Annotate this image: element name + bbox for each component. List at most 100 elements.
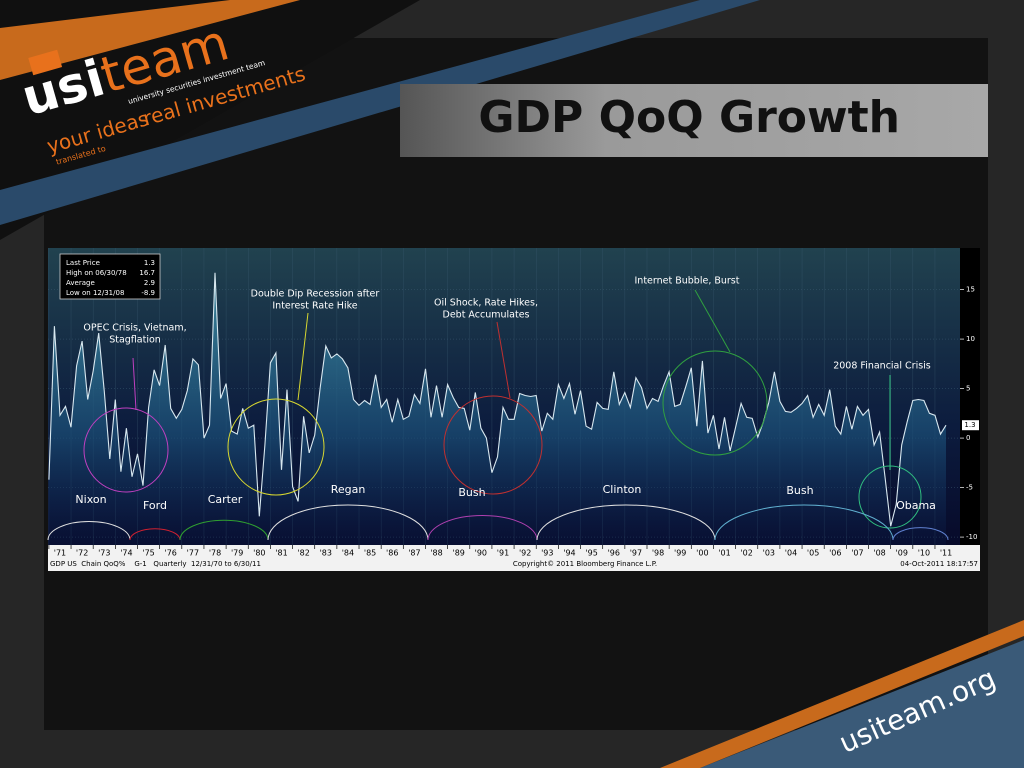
president-label: Nixon bbox=[75, 493, 106, 506]
x-tick-label: '00 bbox=[696, 549, 708, 558]
y-tick-label: 10 bbox=[966, 335, 975, 343]
term-arc bbox=[47, 521, 131, 541]
legend-box bbox=[59, 253, 161, 300]
x-tick-label: '71 bbox=[54, 549, 66, 558]
chart-copyright: Copyright© 2011 Bloomberg Finance L.P. bbox=[513, 560, 657, 568]
term-arc bbox=[427, 514, 538, 541]
x-tick-label: '08 bbox=[873, 549, 885, 558]
legend-label: Last Price bbox=[66, 259, 100, 267]
x-tick-label: '77 bbox=[187, 549, 199, 558]
orange-stripe bbox=[0, 0, 300, 80]
y-tick-label: 5 bbox=[966, 385, 970, 393]
x-tick-label: '07 bbox=[851, 549, 863, 558]
annotation-text: Internet Bubble, Burst bbox=[635, 276, 740, 287]
president-label: Bush bbox=[458, 486, 485, 499]
last-price-label: 1.3 bbox=[964, 421, 975, 429]
x-tick-label: '85 bbox=[364, 549, 376, 558]
corner-band-bottom bbox=[700, 640, 1024, 768]
x-tick-label: '94 bbox=[563, 549, 575, 558]
term-arc bbox=[892, 527, 949, 541]
x-tick-label: '11 bbox=[940, 549, 952, 558]
x-tick-label: '95 bbox=[585, 549, 597, 558]
x-tick-label: '03 bbox=[763, 549, 775, 558]
y-tick-label: 15 bbox=[966, 286, 975, 294]
x-tick-label: '73 bbox=[98, 549, 110, 558]
annotation-text: Interest Rate Hike bbox=[272, 301, 357, 312]
x-tick-label: '75 bbox=[142, 549, 154, 558]
x-tick-label: '89 bbox=[453, 549, 465, 558]
annotation-circle bbox=[662, 350, 768, 456]
annotation-circle bbox=[227, 398, 325, 496]
x-tick-label: '81 bbox=[275, 549, 287, 558]
president-label: Obama bbox=[896, 499, 936, 512]
x-tick-label: '06 bbox=[829, 549, 841, 558]
blue-stripe bbox=[0, 0, 760, 225]
y-tick-label: 0 bbox=[966, 434, 970, 442]
x-tick-label: '96 bbox=[608, 549, 620, 558]
x-tick-label: '84 bbox=[342, 549, 354, 558]
x-tick-label: '97 bbox=[630, 549, 642, 558]
x-tick-label: '05 bbox=[807, 549, 819, 558]
term-arc bbox=[179, 519, 269, 541]
term-arc bbox=[267, 504, 429, 541]
chart-timestamp: 04-Oct-2011 18:17:57 bbox=[900, 560, 978, 568]
x-tick-label: '09 bbox=[896, 549, 908, 558]
president-label: Regan bbox=[331, 483, 366, 496]
chart-footer: GDP US Chain QoQ% G-1 Quarterly 12/31/70… bbox=[50, 560, 261, 568]
legend-value: 1.3 bbox=[144, 259, 155, 267]
annotation-text: 2008 Financial Crisis bbox=[833, 361, 931, 372]
x-tick-label: '76 bbox=[165, 549, 177, 558]
x-tick-label: '79 bbox=[231, 549, 243, 558]
orange-stripe-bottom bbox=[660, 620, 1024, 768]
term-arc bbox=[536, 504, 716, 541]
x-tick-label: '93 bbox=[541, 549, 553, 558]
x-tick-label: '01 bbox=[718, 549, 730, 558]
term-arc bbox=[714, 504, 894, 541]
x-tick-label: '92 bbox=[519, 549, 531, 558]
annotation-circle bbox=[83, 407, 169, 493]
annotation-text: Double Dip Recession after bbox=[251, 289, 380, 300]
president-label: Clinton bbox=[603, 483, 642, 496]
x-tick-label: '82 bbox=[297, 549, 309, 558]
annotation-text: OPEC Crisis, Vietnam, bbox=[83, 323, 186, 334]
x-tick-label: '74 bbox=[120, 549, 132, 558]
legend-label: Low on 12/31/08 bbox=[66, 289, 124, 297]
x-tick-label: '78 bbox=[209, 549, 221, 558]
x-tick-label: '83 bbox=[320, 549, 332, 558]
annotation-circle bbox=[443, 395, 543, 495]
president-label: Ford bbox=[143, 499, 167, 512]
logo: usi team university securities investmen… bbox=[16, 13, 309, 167]
x-tick-label: '80 bbox=[253, 549, 265, 558]
x-tick-label: '04 bbox=[785, 549, 797, 558]
annotation-text: Stagflation bbox=[109, 335, 161, 346]
area bbox=[48, 272, 946, 545]
y-tick-label: -5 bbox=[966, 484, 973, 492]
x-tick-label: '98 bbox=[652, 549, 664, 558]
annotation-pointer bbox=[694, 289, 731, 353]
annotation-pointer bbox=[297, 312, 309, 401]
term-arc bbox=[129, 528, 181, 541]
x-tick-label: '87 bbox=[408, 549, 420, 558]
x-tick-label: '72 bbox=[76, 549, 88, 558]
legend-value: 2.9 bbox=[144, 279, 155, 287]
legend-label: Average bbox=[66, 279, 95, 287]
annotation-text: Debt Accumulates bbox=[443, 310, 530, 321]
annotation-pointer bbox=[132, 357, 137, 411]
x-tick-label: '91 bbox=[497, 549, 509, 558]
legend-value: -8.9 bbox=[141, 289, 155, 297]
x-tick-label: '90 bbox=[475, 549, 487, 558]
president-label: Carter bbox=[208, 493, 243, 506]
x-tick-label: '10 bbox=[918, 549, 930, 558]
line bbox=[48, 272, 947, 527]
legend-value: 16.7 bbox=[139, 269, 155, 277]
annotation-pointer bbox=[496, 321, 511, 399]
legend-label: High on 06/30/78 bbox=[66, 269, 127, 277]
y-axis-panel bbox=[960, 248, 980, 545]
x-tick-label: '99 bbox=[674, 549, 686, 558]
slide-title: GDP QoQ Growth bbox=[478, 92, 900, 143]
x-tick-label: '86 bbox=[386, 549, 398, 558]
president-label: Bush bbox=[786, 484, 813, 497]
x-tick-label: '02 bbox=[740, 549, 752, 558]
y-tick-label: -10 bbox=[966, 533, 977, 541]
